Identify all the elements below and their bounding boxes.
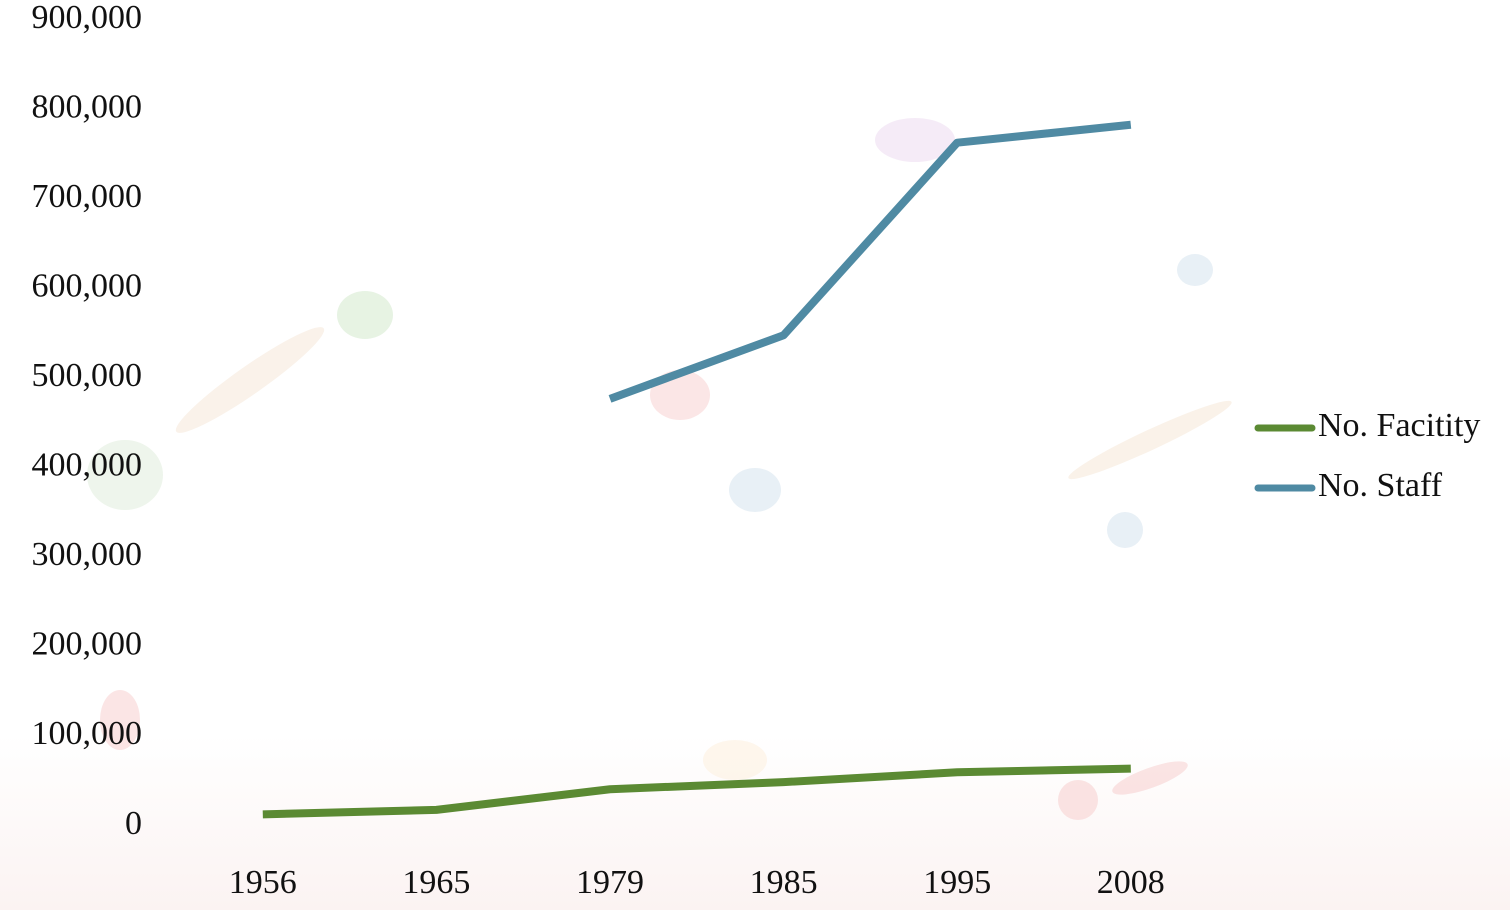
x-tick-label: 1956: [229, 864, 297, 901]
y-tick-label: 900,000: [32, 0, 143, 36]
legend-label: No. Staff: [1318, 467, 1443, 504]
y-tick-label: 700,000: [32, 178, 143, 215]
background-band: [0, 735, 1510, 910]
y-tick-label: 800,000: [32, 88, 143, 125]
decoration: [87, 118, 1232, 820]
series-line: [608, 120, 1132, 403]
y-tick-label: 0: [125, 805, 142, 842]
series-line: [262, 764, 1131, 819]
x-tick-label: 1985: [750, 864, 818, 901]
x-tick-label: 1979: [576, 864, 644, 901]
x-tick-label: 2008: [1097, 864, 1165, 901]
y-tick-label: 400,000: [32, 447, 143, 484]
y-tick-label: 500,000: [32, 357, 143, 394]
y-tick-label: 300,000: [32, 536, 143, 573]
legend-label: No. Facitity: [1318, 407, 1480, 444]
y-tick-label: 200,000: [32, 626, 143, 663]
x-tick-label: 1965: [402, 864, 470, 901]
y-tick-label: 100,000: [32, 715, 143, 752]
y-tick-label: 600,000: [32, 267, 143, 304]
x-tick-label: 1995: [923, 864, 991, 901]
